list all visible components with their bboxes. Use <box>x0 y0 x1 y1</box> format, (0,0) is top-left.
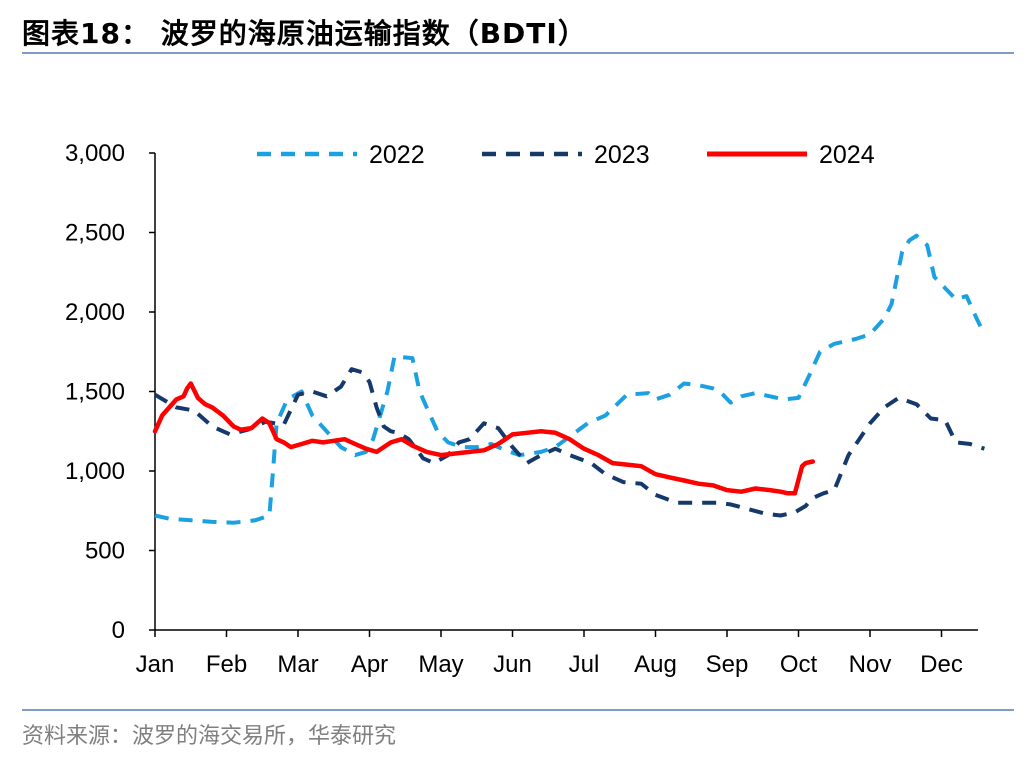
x-tick-label-aug: Aug <box>634 651 677 678</box>
y-tick-label: 2,000 <box>65 299 125 326</box>
y-tick-label: 1,000 <box>65 458 125 485</box>
source-divider <box>22 709 1014 711</box>
series-line-2024 <box>152 381 816 496</box>
x-tick-label-oct: Oct <box>780 651 818 678</box>
x-tick-label-jun: Jun <box>493 651 532 678</box>
y-tick-label: 3,000 <box>65 140 125 167</box>
x-tick-label-may: May <box>418 651 463 678</box>
y-tick-label: 2,500 <box>65 220 125 247</box>
x-tick-label-nov: Nov <box>849 651 892 678</box>
chart-legend: 2022 2023 2024 <box>257 141 875 169</box>
x-tick-label-jan: Jan <box>136 651 175 678</box>
x-tick-label-dec: Dec <box>920 651 963 678</box>
x-tick-label-apr: Apr <box>351 651 388 678</box>
legend-label-2022: 2022 <box>369 141 425 169</box>
x-tick-label-sep: Sep <box>706 651 749 678</box>
series-line-2023 <box>153 367 986 518</box>
chart-title: 图表18： 波罗的海原油运输指数（BDTI） <box>22 17 587 50</box>
x-tick-label-jul: Jul <box>569 651 600 678</box>
chart-axes <box>149 152 978 637</box>
title-divider <box>22 52 1014 54</box>
series-lines <box>152 233 987 525</box>
legend-label-2023: 2023 <box>594 141 650 169</box>
series-line-2022 <box>154 233 987 525</box>
legend-label-2024: 2024 <box>819 141 875 169</box>
y-axis-labels: 0 500 1,000 1,500 2,000 2,500 3,000 <box>65 140 125 644</box>
y-tick-label: 500 <box>85 538 125 565</box>
y-tick-label: 0 <box>112 617 125 644</box>
x-tick-label-feb: Feb <box>206 651 247 678</box>
y-tick-label: 1,500 <box>65 379 125 406</box>
x-axis-labels: Jan Feb Mar Apr May Jun Jul Aug Sep Oct Nov Dec <box>136 651 963 678</box>
source-note: 资料来源：波罗的海交易所，华泰研究 <box>22 724 397 749</box>
x-tick-label-mar: Mar <box>277 651 318 678</box>
